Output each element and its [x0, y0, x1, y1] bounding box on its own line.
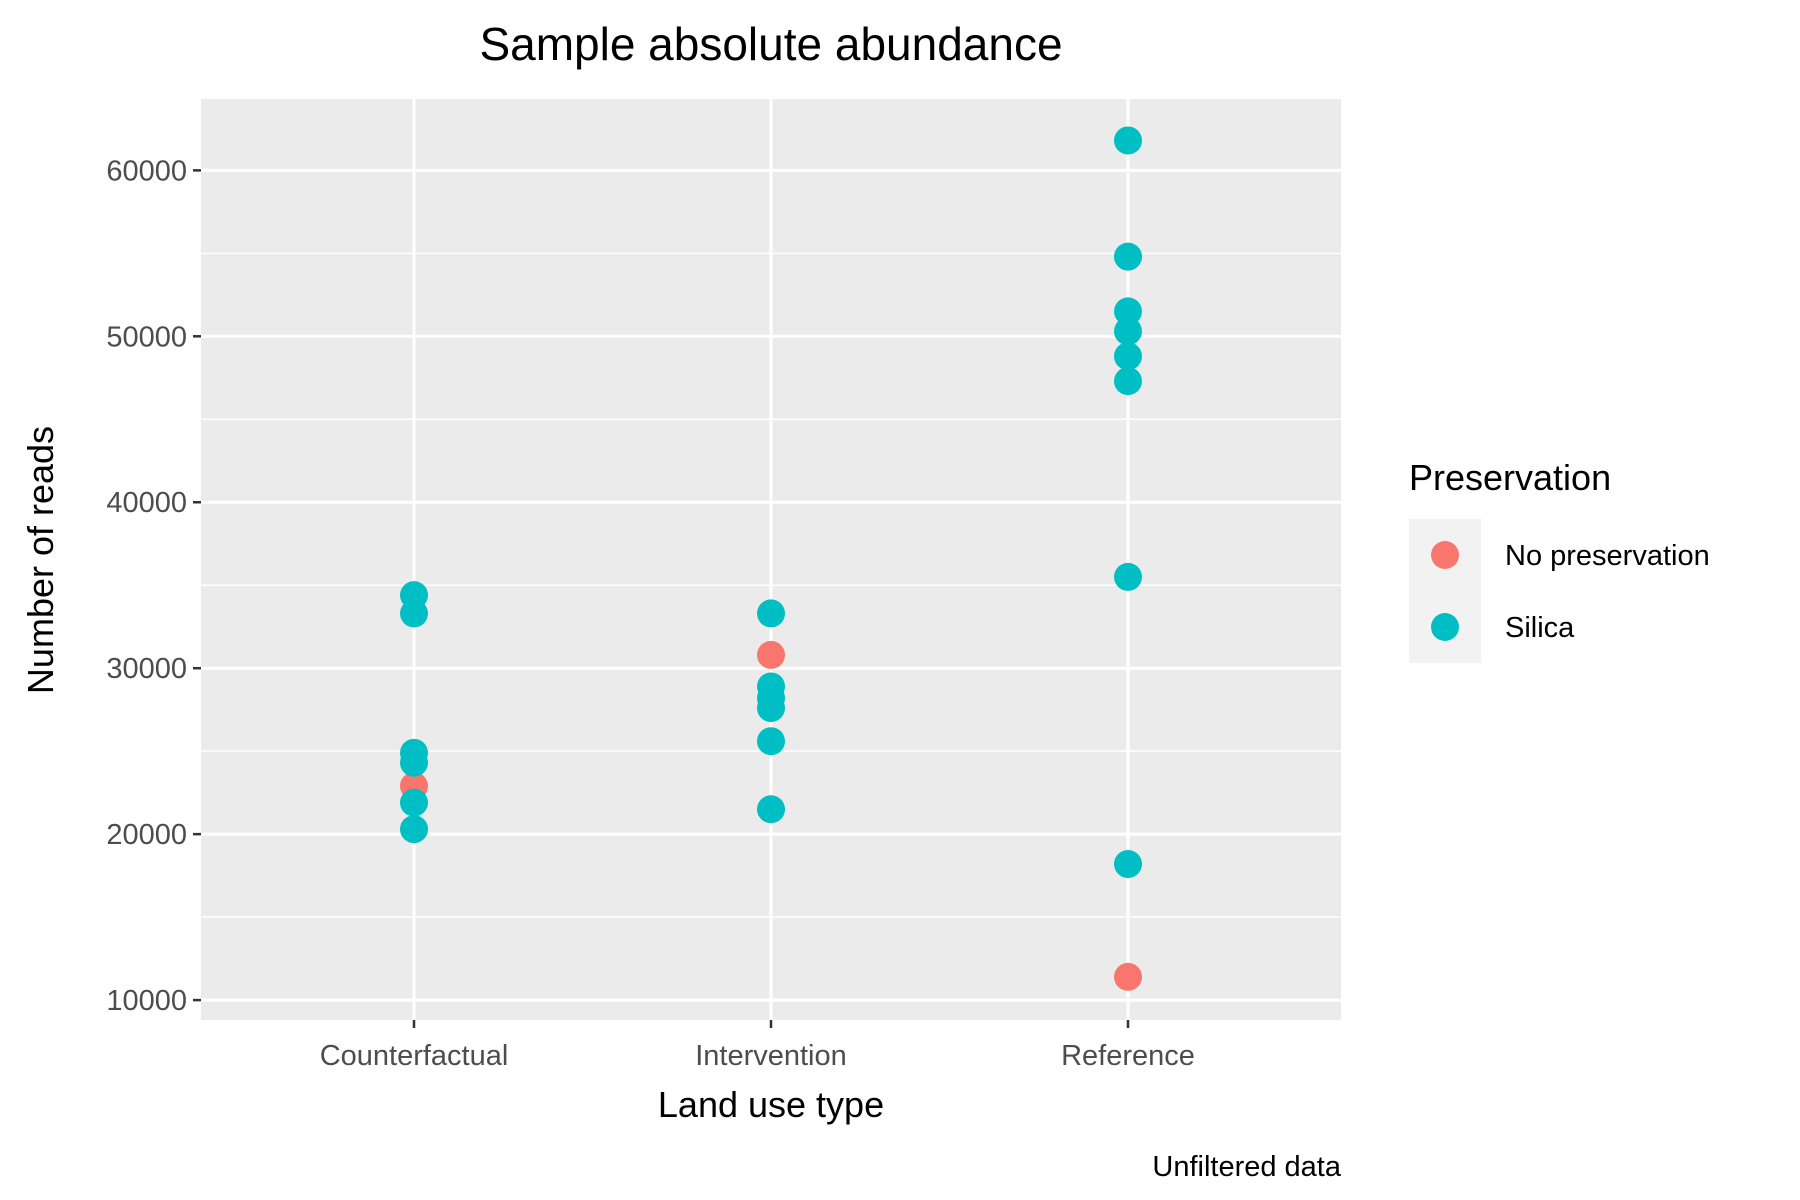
chart-caption: Unfiltered data	[1152, 1151, 1341, 1183]
data-point	[757, 599, 785, 628]
legend-key	[1431, 613, 1459, 641]
y-tick-label: 60000	[106, 155, 187, 187]
data-point	[757, 640, 785, 669]
data-point	[1114, 126, 1142, 155]
y-tick-label: 30000	[106, 653, 187, 685]
data-point	[757, 795, 785, 824]
data-point	[1114, 562, 1142, 591]
data-points	[400, 126, 1142, 991]
x-tick-label: Counterfactual	[320, 1040, 509, 1072]
chart-title: Sample absolute abundance	[479, 18, 1062, 70]
y-axis: 10000 20000 30000 40000 50000 60000	[106, 155, 201, 1017]
legend-key	[1431, 541, 1459, 569]
data-point	[400, 748, 428, 777]
data-point	[1114, 850, 1142, 879]
data-point	[400, 815, 428, 844]
legend-label: Silica	[1505, 612, 1575, 644]
data-point	[400, 788, 428, 817]
y-tick-label: 50000	[106, 321, 187, 353]
data-point	[1114, 242, 1142, 271]
legend-title: Preservation	[1409, 457, 1611, 498]
legend: Preservation No preservation Silica	[1409, 457, 1710, 663]
y-axis-title: Number of reads	[20, 426, 61, 694]
data-point	[757, 727, 785, 756]
data-point	[757, 694, 785, 723]
data-point	[1114, 962, 1142, 991]
data-point	[1114, 367, 1142, 396]
data-point	[400, 599, 428, 628]
x-tick-label: Intervention	[695, 1040, 847, 1072]
legend-label: No preservation	[1505, 540, 1710, 572]
y-tick-label: 10000	[106, 985, 187, 1017]
x-tick-label: Reference	[1061, 1040, 1195, 1072]
legend-key-background	[1409, 519, 1481, 663]
x-axis: Counterfactual Intervention Reference	[320, 1020, 1195, 1072]
major-gridlines	[201, 99, 1341, 1020]
data-point	[1114, 317, 1142, 346]
y-tick-label: 40000	[106, 487, 187, 519]
data-point	[1114, 297, 1142, 326]
data-point	[1114, 342, 1142, 371]
y-tick-label: 20000	[106, 819, 187, 851]
x-axis-title: Land use type	[658, 1084, 884, 1125]
